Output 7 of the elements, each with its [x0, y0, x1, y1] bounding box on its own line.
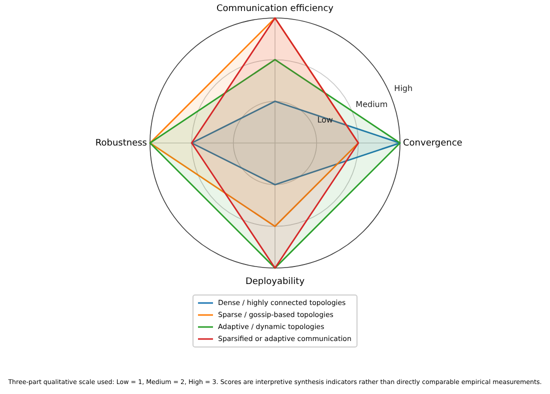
spoke-label: Communication efficiency: [216, 4, 334, 14]
y-tick-label: Medium: [356, 100, 388, 109]
spoke-label: Deployability: [245, 276, 306, 287]
spoke-label: Robustness: [95, 138, 148, 148]
y-tick-label: Low: [317, 116, 334, 125]
y-tick-label: High: [394, 84, 413, 93]
spoke-label: Convergence: [403, 138, 463, 148]
